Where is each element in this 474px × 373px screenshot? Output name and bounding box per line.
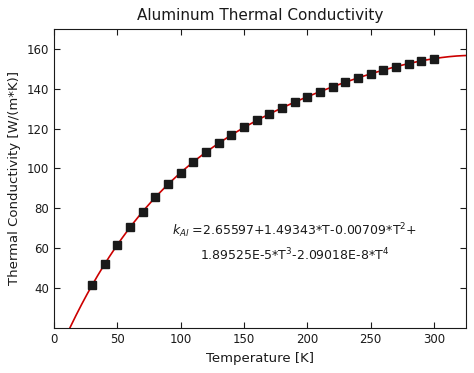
X-axis label: Temperature [K]: Temperature [K] [206,352,314,365]
Text: $k_{Al}$ =2.65597+1.49343*T-0.00709*T$^2$+
1.89525E-5*T$^3$-2.09018E-8*T$^4$: $k_{Al}$ =2.65597+1.49343*T-0.00709*T$^2… [172,221,417,263]
Title: Aluminum Thermal Conductivity: Aluminum Thermal Conductivity [137,8,383,23]
Y-axis label: Thermal Conductivity [W/(m*K)]: Thermal Conductivity [W/(m*K)] [9,72,21,285]
